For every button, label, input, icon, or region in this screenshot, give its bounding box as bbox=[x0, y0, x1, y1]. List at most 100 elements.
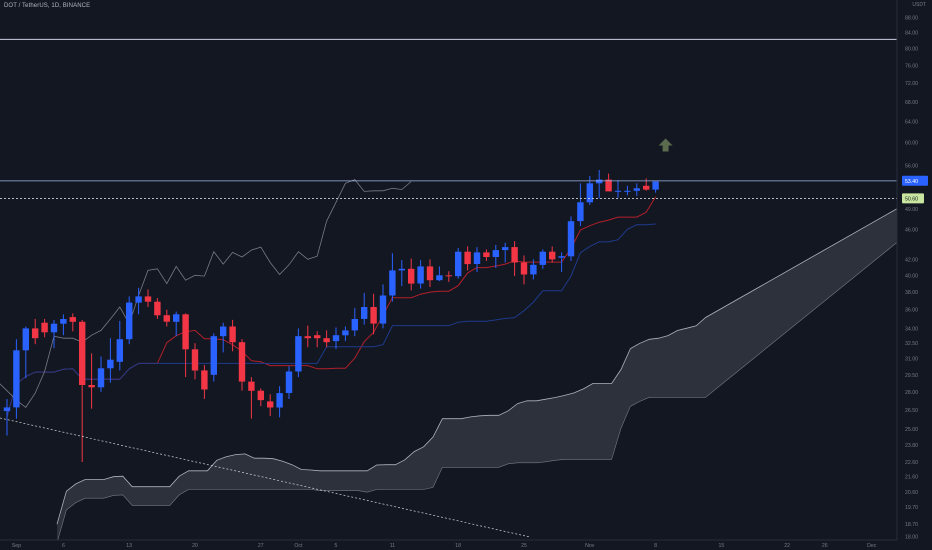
candle[interactable] bbox=[408, 258, 415, 291]
candle[interactable] bbox=[3, 398, 11, 436]
candle[interactable] bbox=[549, 246, 556, 263]
arrow-up-icon[interactable] bbox=[658, 138, 673, 152]
price-axis-label: 18.00 bbox=[905, 534, 918, 540]
time-axis[interactable] bbox=[0, 540, 932, 550]
price-axis-label: 19.70 bbox=[905, 505, 918, 511]
candle[interactable] bbox=[126, 296, 133, 345]
price-axis-label: 56.00 bbox=[905, 163, 918, 169]
candle[interactable] bbox=[50, 319, 58, 349]
candle-body bbox=[492, 250, 499, 257]
candle-body bbox=[539, 251, 546, 265]
candle[interactable] bbox=[483, 249, 490, 261]
candle[interactable] bbox=[314, 331, 321, 348]
candle[interactable] bbox=[455, 247, 462, 279]
candle[interactable] bbox=[417, 260, 424, 289]
candle-body bbox=[332, 335, 340, 342]
candle[interactable] bbox=[389, 253, 396, 302]
candle[interactable] bbox=[652, 181, 659, 193]
candle[interactable] bbox=[22, 326, 29, 379]
candle-body bbox=[408, 268, 415, 284]
candle-body bbox=[511, 247, 518, 263]
candle[interactable] bbox=[220, 322, 227, 353]
candle[interactable] bbox=[304, 325, 311, 348]
candle-body bbox=[464, 251, 471, 265]
candle[interactable] bbox=[436, 266, 443, 282]
candle[interactable] bbox=[445, 271, 452, 282]
candle[interactable] bbox=[13, 339, 20, 419]
candle[interactable] bbox=[596, 170, 603, 199]
candle[interactable] bbox=[238, 339, 246, 391]
candle[interactable] bbox=[520, 255, 528, 285]
candle-body bbox=[398, 268, 405, 271]
price-axis-label: 46.00 bbox=[905, 228, 918, 234]
candle[interactable] bbox=[492, 244, 499, 269]
candle[interactable] bbox=[107, 338, 114, 383]
candle[interactable] bbox=[135, 287, 142, 315]
candle-body bbox=[436, 275, 443, 281]
candle-body bbox=[361, 307, 368, 319]
candle-body bbox=[88, 385, 95, 388]
candle[interactable] bbox=[201, 365, 208, 399]
candle[interactable] bbox=[144, 289, 152, 308]
candle[interactable] bbox=[624, 185, 631, 196]
time-axis-label: 26 bbox=[822, 543, 828, 549]
candle[interactable] bbox=[633, 183, 640, 196]
candle[interactable] bbox=[182, 313, 189, 378]
candle[interactable] bbox=[502, 242, 509, 263]
candle[interactable] bbox=[41, 318, 48, 338]
candle[interactable] bbox=[379, 284, 387, 329]
candle[interactable] bbox=[323, 330, 330, 348]
price-axis-label: 34.00 bbox=[905, 326, 918, 332]
candle[interactable] bbox=[60, 314, 67, 336]
candle-body bbox=[22, 328, 29, 351]
candle[interactable] bbox=[370, 293, 377, 335]
candle[interactable] bbox=[473, 247, 481, 273]
candle[interactable] bbox=[229, 319, 236, 352]
candle[interactable] bbox=[614, 180, 622, 198]
candle-body bbox=[267, 401, 274, 408]
candle[interactable] bbox=[351, 307, 358, 337]
candle[interactable] bbox=[173, 311, 180, 337]
candle[interactable] bbox=[398, 260, 405, 287]
candle[interactable] bbox=[464, 246, 471, 271]
candle-body bbox=[276, 393, 283, 408]
candle[interactable] bbox=[79, 319, 86, 462]
drawings[interactable] bbox=[0, 38, 897, 538]
candle[interactable] bbox=[97, 356, 105, 392]
candle[interactable] bbox=[285, 366, 293, 399]
candle[interactable] bbox=[577, 183, 584, 227]
candle[interactable] bbox=[163, 309, 170, 327]
candle[interactable] bbox=[267, 394, 274, 417]
candle[interactable] bbox=[69, 313, 76, 332]
candle[interactable] bbox=[558, 252, 565, 273]
price-axis[interactable] bbox=[897, 0, 932, 540]
symbol-title[interactable]: DOT / TetherUS, 1D, BINANCE bbox=[4, 3, 91, 9]
candle-body bbox=[577, 202, 584, 222]
candle-body bbox=[201, 370, 208, 390]
candle[interactable] bbox=[295, 328, 302, 378]
candle[interactable] bbox=[332, 327, 340, 350]
candle[interactable] bbox=[426, 259, 434, 287]
candle[interactable] bbox=[567, 216, 575, 261]
candle-body bbox=[502, 247, 509, 251]
candle[interactable] bbox=[116, 320, 123, 371]
candle[interactable] bbox=[248, 377, 255, 419]
candle[interactable] bbox=[539, 249, 546, 269]
candle[interactable] bbox=[191, 343, 199, 380]
candle[interactable] bbox=[361, 292, 368, 325]
candle[interactable] bbox=[154, 298, 161, 319]
candle[interactable] bbox=[342, 326, 349, 342]
candle[interactable] bbox=[88, 353, 95, 409]
candle[interactable] bbox=[210, 333, 217, 382]
candle[interactable] bbox=[276, 386, 283, 418]
candles[interactable] bbox=[3, 170, 659, 462]
candle-body bbox=[79, 321, 86, 385]
candle[interactable] bbox=[257, 388, 264, 407]
trend-line[interactable] bbox=[0, 417, 531, 538]
candle[interactable] bbox=[530, 259, 537, 280]
candle-body bbox=[624, 190, 631, 192]
candle[interactable] bbox=[511, 241, 518, 277]
candle[interactable] bbox=[32, 318, 39, 345]
